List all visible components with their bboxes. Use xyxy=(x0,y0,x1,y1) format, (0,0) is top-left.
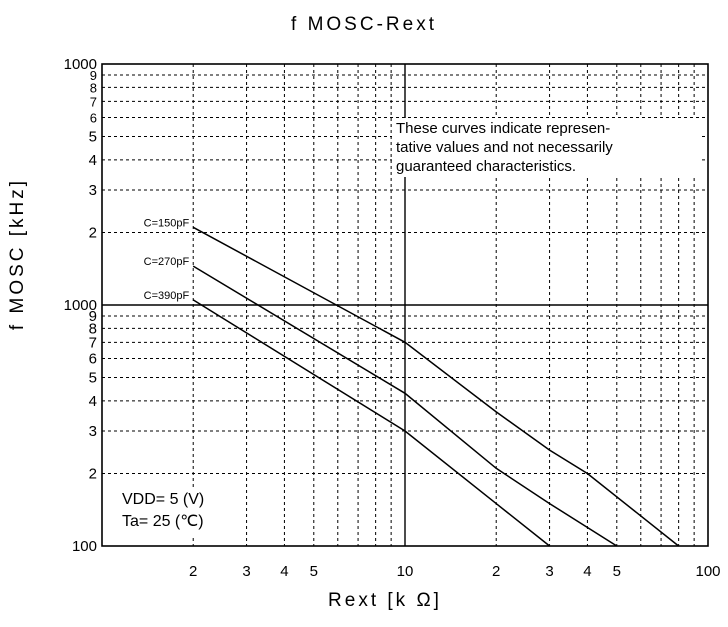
y-axis-label: f MOSC [kHz] xyxy=(7,177,28,331)
y-tick-label: 100 xyxy=(72,538,97,555)
labels: 2 3 4 5 10 2 3 4 5 100100234567891000234567891000… xyxy=(64,56,721,580)
x-tick-label: 3 xyxy=(242,563,250,580)
x-axis-label: Rext [k Ω] xyxy=(328,590,442,611)
condition-vdd: VDD= 5 (V) xyxy=(122,491,205,508)
y-tick-label: 4 xyxy=(89,393,97,410)
y-tick-label: 7 xyxy=(89,334,97,351)
x-tick-label: 2 xyxy=(492,563,500,580)
x-tick-label: 100 xyxy=(695,563,720,580)
x-tick-label: 5 xyxy=(310,563,318,580)
y-tick-label: 8 xyxy=(89,320,97,337)
conditions-box: VDD= 5 (V) Ta= 25 (℃) xyxy=(118,487,209,535)
annotation-line: guaranteed characteristics. xyxy=(396,158,577,175)
annotation-box: These curves indicate represen- tative v… xyxy=(392,118,700,177)
series-label: C=270pF xyxy=(144,256,190,268)
condition-ta: Ta= 25 (℃) xyxy=(122,513,204,530)
curves xyxy=(192,226,680,547)
y-tick-label: 3 xyxy=(89,423,97,440)
y-tick-label: 9 xyxy=(89,308,97,325)
y-tick-label: 6 xyxy=(89,350,97,367)
chart-title: f MOSC-Rext xyxy=(291,14,437,35)
x-tick-label: 4 xyxy=(280,563,288,580)
annotation-line: tative values and not necessarily xyxy=(396,139,613,156)
series-label: C=150pF xyxy=(144,217,190,229)
plot-frame xyxy=(101,63,709,547)
y-tick-label: 2 xyxy=(89,465,97,482)
y-tick-label: 5 xyxy=(89,370,97,387)
series-line xyxy=(192,299,551,547)
y-tick-label: 8 xyxy=(90,80,97,95)
y-tick-label: 7 xyxy=(90,94,97,109)
y-tick-label: 1000 xyxy=(64,297,97,314)
series-line xyxy=(192,265,618,547)
x-tick-label: 2 xyxy=(189,563,197,580)
y-tick-label: 5 xyxy=(89,129,97,146)
y-tick-label: 2 xyxy=(89,224,97,241)
annotation-line: These curves indicate represen- xyxy=(396,120,611,137)
x-tick-label: 4 xyxy=(583,563,591,580)
y-tick-label: 9 xyxy=(90,68,97,83)
series-label: C=390pF xyxy=(144,290,190,302)
x-tick-label: 10 xyxy=(397,563,414,580)
x-tick-label: 3 xyxy=(545,563,553,580)
y-tick-label: 3 xyxy=(89,182,97,199)
y-tick-label: 6 xyxy=(90,110,97,125)
y-tick-label: 4 xyxy=(89,152,97,169)
series-line xyxy=(192,226,680,547)
y-tick-label: 1000 xyxy=(64,56,97,73)
x-tick-label: 5 xyxy=(613,563,621,580)
